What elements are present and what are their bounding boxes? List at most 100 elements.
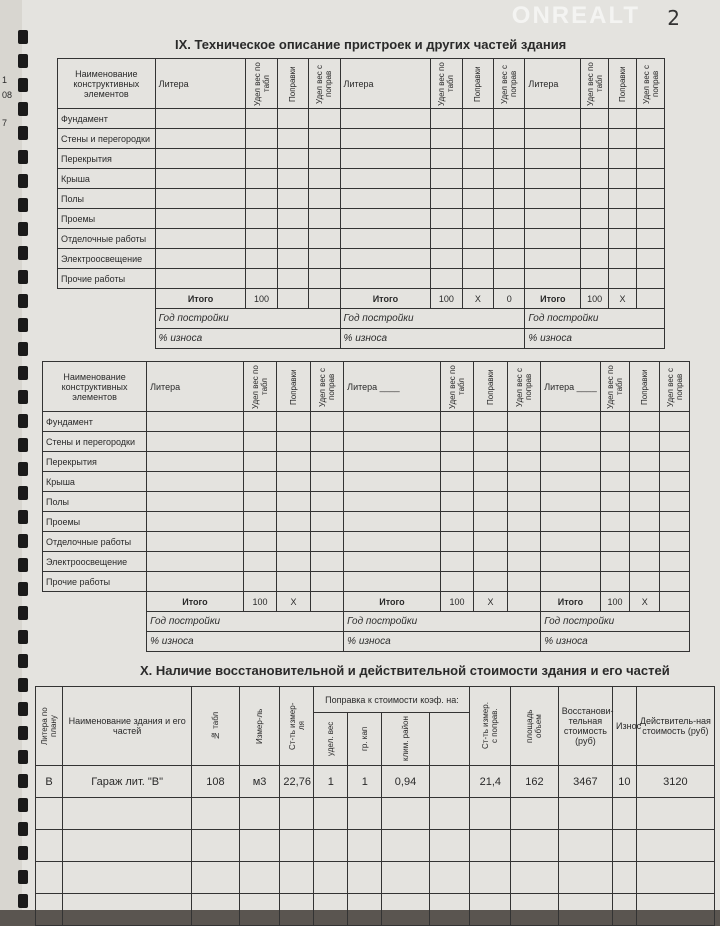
cell	[469, 829, 512, 862]
cell	[146, 511, 244, 532]
cell	[276, 128, 310, 149]
binding-ring	[18, 246, 28, 260]
cell	[309, 491, 345, 512]
cell: м3	[238, 765, 281, 798]
header-litera: Литера	[339, 58, 432, 109]
table-row: Электроосвещение	[57, 248, 665, 269]
element-name: Стены и перегородки	[57, 128, 156, 149]
header-iznos: Износ	[616, 721, 642, 731]
header-tabl: № табл	[210, 711, 220, 741]
cell	[540, 551, 601, 572]
cell	[461, 148, 495, 169]
cell	[506, 491, 542, 512]
year-label: Год постройки	[339, 308, 526, 329]
cell	[557, 861, 614, 894]
element-name: Фундамент	[41, 411, 148, 432]
cell	[629, 571, 661, 592]
binding-ring	[18, 102, 28, 116]
cell	[242, 531, 278, 552]
header-name: Наименование конструктивных элементов	[41, 361, 148, 412]
cell	[347, 797, 383, 830]
cell	[191, 829, 240, 862]
cell	[659, 471, 690, 492]
cell	[506, 511, 542, 532]
header-ud-poprav: Удел вес с поправ	[514, 366, 533, 407]
cell	[339, 128, 432, 149]
cell	[599, 431, 631, 452]
year-label-row: Год постройки Год постройки Год постройки	[43, 611, 690, 632]
margin-fragment: 7	[2, 118, 8, 128]
cell	[636, 148, 665, 169]
element-name: Полы	[41, 491, 148, 512]
cell	[599, 411, 631, 432]
cell	[276, 228, 310, 249]
cell	[276, 268, 310, 289]
cell	[612, 829, 637, 862]
cell	[381, 829, 430, 862]
cell	[629, 451, 661, 472]
cell	[308, 148, 341, 169]
totals-row: Итого 100 Итого 100 X 0 Итого 100 X	[58, 288, 665, 309]
cell	[154, 228, 247, 249]
cell	[146, 551, 244, 572]
cell	[430, 168, 463, 189]
element-name: Прочие работы	[41, 571, 148, 592]
cell	[242, 551, 278, 572]
cell	[276, 491, 311, 512]
cell	[629, 491, 661, 512]
cell	[493, 208, 526, 229]
cell	[146, 411, 244, 432]
cell	[347, 829, 383, 862]
binding-ring	[18, 702, 28, 716]
table-row: Стены и перегородки	[41, 431, 690, 452]
cell	[309, 411, 345, 432]
cell	[469, 861, 512, 894]
cost-table: Литера по плану Наименование здания и его…	[34, 686, 716, 926]
binding-ring	[18, 606, 28, 620]
header-litera: Литера	[146, 361, 244, 412]
cell	[309, 551, 345, 572]
header-st_poprav: Ст-ть измер. с поправ.	[481, 702, 500, 750]
cell	[635, 797, 716, 830]
cell	[430, 268, 463, 289]
cell	[636, 248, 665, 269]
cell	[313, 797, 349, 830]
binding-ring	[18, 486, 28, 500]
cell	[659, 431, 690, 452]
cell	[473, 511, 508, 532]
section9-title: IX. Техническое описание пристроек и дру…	[175, 37, 567, 52]
header-ud-tabl: Удел вес по табл	[252, 61, 271, 106]
binding-ring	[18, 294, 28, 308]
cell	[439, 491, 475, 512]
header-ud-tabl: Удел вес по табл	[437, 61, 456, 106]
watermark: ONREALT	[511, 2, 640, 29]
total-popravki: X	[473, 591, 508, 612]
wear-label: % износа	[540, 631, 690, 652]
cell	[276, 411, 311, 432]
year-label: Год постройки	[154, 308, 341, 329]
binding-ring	[18, 846, 28, 860]
total-popravki: X	[461, 288, 495, 309]
cell	[428, 797, 471, 830]
totals-row: Итого 100 X Итого 100 X Итого 100 X	[43, 591, 690, 612]
cell	[242, 571, 278, 592]
cell	[461, 248, 495, 269]
cell: 1	[313, 765, 349, 798]
cell	[309, 471, 345, 492]
wear-label-row: % износа% износа% износа	[43, 631, 690, 652]
total-popravki: X	[608, 288, 637, 309]
total-ud-poprav	[309, 591, 345, 612]
cell	[580, 208, 610, 229]
cell	[599, 451, 631, 472]
cell	[309, 511, 345, 532]
table-row: Проемы	[57, 208, 665, 229]
cell	[347, 861, 383, 894]
itogo-label: Итого	[154, 288, 247, 309]
cell	[461, 128, 495, 149]
binding-ring	[18, 222, 28, 236]
binding-ring	[18, 318, 28, 332]
year-label: Год постройки	[146, 611, 345, 632]
cell	[524, 228, 582, 249]
binding-ring	[18, 510, 28, 524]
cell	[473, 431, 508, 452]
